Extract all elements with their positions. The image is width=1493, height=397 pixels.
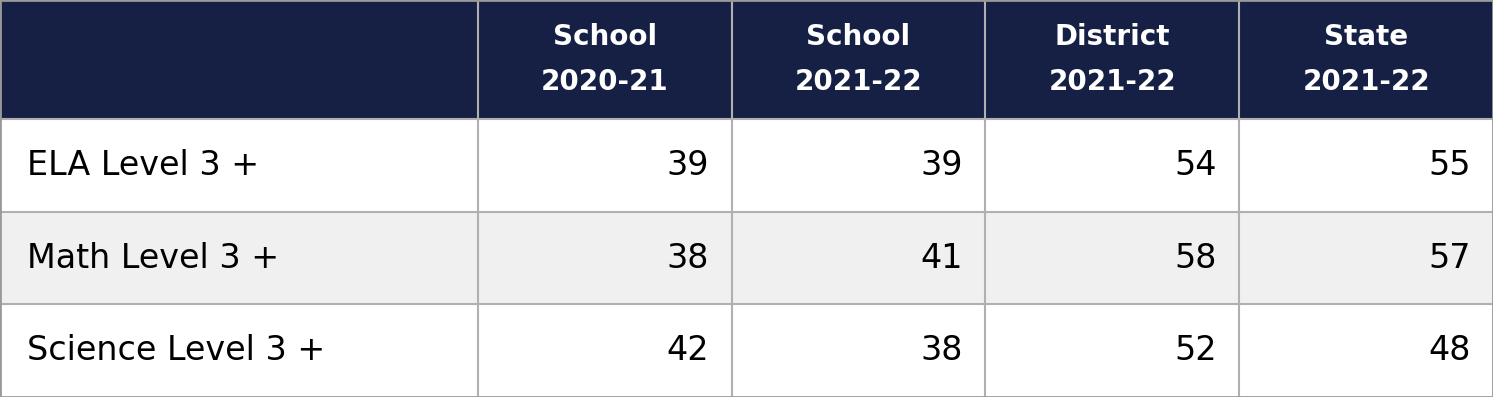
Bar bbox=[732, 119, 985, 212]
Bar bbox=[478, 304, 732, 397]
Bar bbox=[0, 212, 478, 304]
Bar bbox=[1239, 119, 1493, 212]
Text: 38: 38 bbox=[921, 334, 963, 367]
Text: 58: 58 bbox=[1175, 241, 1217, 275]
Text: School
2020-21: School 2020-21 bbox=[540, 23, 669, 96]
Text: 52: 52 bbox=[1173, 334, 1217, 367]
Bar bbox=[0, 304, 478, 397]
Bar bbox=[1239, 212, 1493, 304]
Text: 54: 54 bbox=[1175, 149, 1217, 182]
Text: 55: 55 bbox=[1429, 149, 1471, 182]
Bar bbox=[478, 212, 732, 304]
Text: State
2021-22: State 2021-22 bbox=[1302, 23, 1430, 96]
Bar bbox=[732, 304, 985, 397]
Bar bbox=[0, 119, 478, 212]
Bar bbox=[985, 212, 1239, 304]
Text: 38: 38 bbox=[667, 241, 709, 275]
Text: 48: 48 bbox=[1429, 334, 1471, 367]
Text: 41: 41 bbox=[921, 241, 963, 275]
Text: 57: 57 bbox=[1429, 241, 1471, 275]
Text: ELA Level 3 +: ELA Level 3 + bbox=[27, 149, 258, 182]
Text: 39: 39 bbox=[667, 149, 709, 182]
Bar bbox=[0, 0, 478, 119]
Text: 39: 39 bbox=[921, 149, 963, 182]
Bar bbox=[478, 119, 732, 212]
Bar bbox=[985, 0, 1239, 119]
Text: District
2021-22: District 2021-22 bbox=[1048, 23, 1176, 96]
Bar bbox=[732, 0, 985, 119]
Text: 42: 42 bbox=[666, 334, 709, 367]
Bar bbox=[985, 304, 1239, 397]
Bar bbox=[1239, 0, 1493, 119]
Bar bbox=[478, 0, 732, 119]
Bar bbox=[1239, 304, 1493, 397]
Text: Math Level 3 +: Math Level 3 + bbox=[27, 241, 279, 275]
Bar bbox=[985, 119, 1239, 212]
Text: Science Level 3 +: Science Level 3 + bbox=[27, 334, 325, 367]
Text: School
2021-22: School 2021-22 bbox=[794, 23, 923, 96]
Bar bbox=[732, 212, 985, 304]
